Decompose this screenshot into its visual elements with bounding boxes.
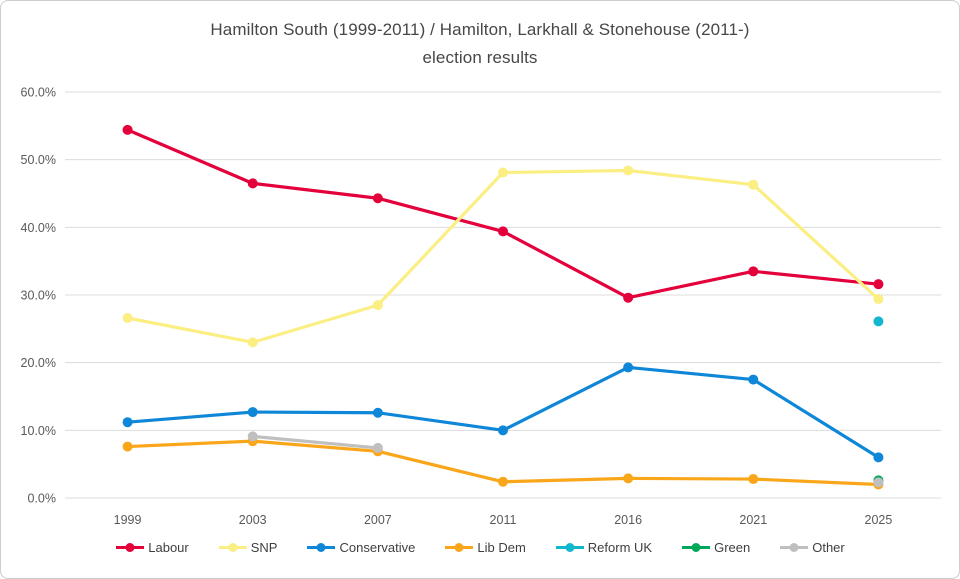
legend-item-green: Green: [681, 540, 750, 555]
x-tick-label: 2003: [239, 513, 267, 527]
legend-label-conservative: Conservative: [339, 540, 416, 555]
series-line-other: [251, 434, 380, 450]
legend-label-green: Green: [714, 540, 751, 555]
y-tick-label: 30.0%: [21, 289, 56, 303]
legend-item-labour: Labour: [115, 540, 189, 555]
legend-item-other: Other: [779, 540, 845, 555]
series-marker-labour-2016: [623, 292, 634, 303]
legend-label-other: Other: [812, 540, 845, 555]
legend-dot: [125, 543, 135, 552]
series-marker-conservative-2021: [748, 374, 759, 385]
legend-label-snp: SNP: [250, 540, 278, 555]
legend-label-reform-uk: Reform UK: [587, 540, 653, 555]
series-marker-lib-dem-2016: [623, 473, 634, 484]
y-tick-label: 50.0%: [21, 153, 56, 167]
series-marker-conservative-2007: [372, 407, 383, 418]
series-marker-other-2003: [247, 431, 258, 442]
legend-marker-labour-icon: [116, 543, 145, 552]
legend-item-lib-dem: Lib Dem: [444, 540, 526, 555]
legend-marker-other-icon: [780, 543, 809, 552]
series-marker-lib-dem-2011: [498, 476, 508, 487]
series-marker-snp-1999: [122, 313, 133, 324]
series-marker-snp-2003: [247, 337, 258, 348]
legend-dot: [789, 543, 799, 552]
chart-title-line2: election results: [422, 48, 538, 67]
y-tick-label: 0.0%: [28, 492, 57, 506]
series-marker-snp-2016: [623, 165, 634, 176]
legend-dot: [316, 543, 326, 552]
legend-dot: [565, 543, 575, 552]
legend-item-snp: SNP: [218, 540, 278, 555]
series-marker-snp-2007: [372, 300, 383, 311]
legend-dot: [228, 543, 238, 552]
legend-dot: [454, 543, 464, 552]
legend-label-labour: Labour: [148, 540, 189, 555]
series-marker-snp-2025: [873, 294, 884, 305]
x-tick-label: 2011: [490, 513, 517, 527]
series-marker-lib-dem-1999: [122, 441, 133, 452]
series-marker-snp-2021: [748, 179, 759, 190]
legend-item-reform-uk: Reform UK: [555, 540, 652, 555]
y-tick-label: 40.0%: [21, 221, 56, 235]
chart-legend: Labour SNP Conservative Lib Dem Reform UK Gre…: [1, 540, 959, 555]
legend-dot: [691, 543, 701, 552]
x-tick-label: 2025: [865, 513, 893, 527]
series-marker-labour-2021: [748, 266, 759, 277]
series-marker-other-2025: [873, 477, 884, 488]
x-tick-label: 2007: [364, 513, 392, 527]
series-marker-labour-1999: [122, 124, 133, 135]
series-marker-conservative-1999: [122, 417, 133, 428]
chart-title: Hamilton South (1999-2011) / Hamilton, L…: [1, 16, 959, 72]
series-line-conservative: [125, 365, 881, 459]
series-marker-labour-2003: [247, 178, 258, 189]
series-line-labour: [125, 128, 881, 300]
series-marker-conservative-2016: [623, 362, 634, 373]
series-line-snp: [125, 168, 881, 344]
series-marker-lib-dem-2021: [748, 474, 759, 485]
series-marker-other-2007: [372, 442, 383, 453]
x-tick-label: 1999: [114, 513, 142, 527]
series-marker-snp-2011: [498, 167, 508, 178]
legend-marker-reform-uk-icon: [555, 543, 584, 552]
chart-title-line1: Hamilton South (1999-2011) / Hamilton, L…: [210, 20, 750, 39]
series-marker-conservative-2003: [247, 407, 258, 418]
x-tick-label: 2021: [739, 513, 767, 527]
series-marker-labour-2007: [372, 193, 383, 204]
legend-marker-lib-dem-icon: [445, 543, 474, 552]
y-tick-label: 20.0%: [21, 356, 56, 370]
series-marker-labour-2011: [498, 226, 508, 237]
x-tick-label: 2016: [614, 513, 642, 527]
legend-item-conservative: Conservative: [306, 540, 415, 555]
series-marker-conservative-2011: [498, 425, 508, 436]
y-tick-label: 60.0%: [21, 86, 56, 100]
legend-marker-conservative-icon: [307, 543, 336, 552]
series-marker-reform-uk-2025: [873, 316, 884, 327]
series-marker-conservative-2025: [873, 452, 884, 463]
legend-label-lib-dem: Lib Dem: [477, 540, 526, 555]
legend-marker-snp-icon: [218, 543, 247, 552]
series-marker-labour-2025: [873, 279, 884, 290]
legend-marker-green-icon: [682, 543, 711, 552]
y-tick-label: 10.0%: [21, 424, 56, 438]
